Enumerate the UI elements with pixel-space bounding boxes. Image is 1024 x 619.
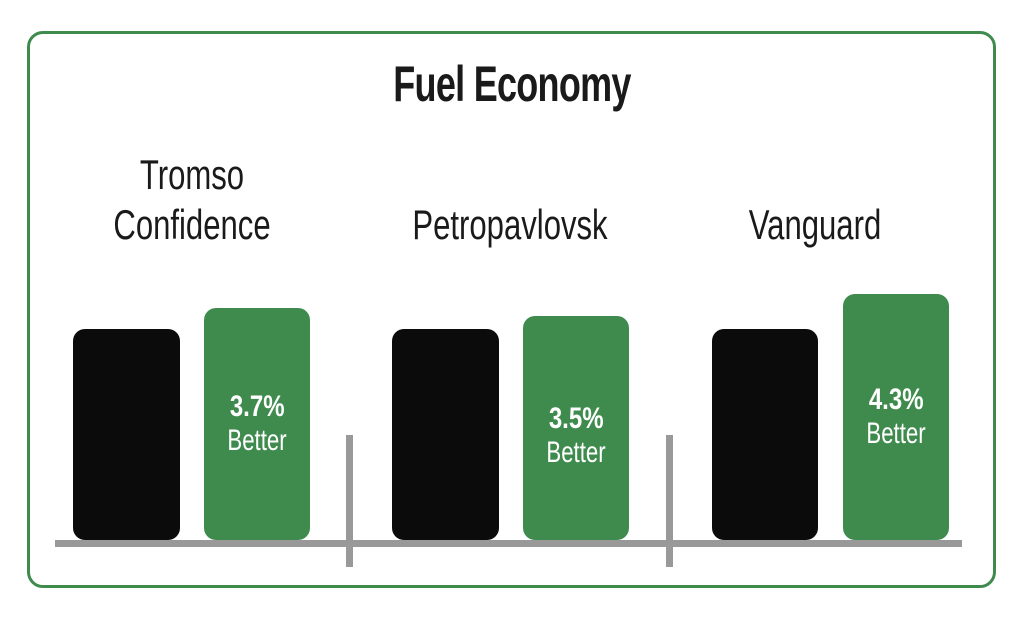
- bar-value-label: 3.7%: [229, 390, 285, 423]
- bar-value-label: 4.3%: [868, 383, 924, 416]
- group-label-vanguard: Vanguard: [723, 200, 908, 250]
- bar-better-label: Better: [546, 436, 606, 469]
- bar-baseline-vanguard: [712, 329, 818, 540]
- group-label-line2: Confidence: [113, 201, 271, 248]
- bar-improved-petropavlovsk: 3.5% Better: [523, 316, 629, 540]
- group-label-petropavlovsk: Petropavlovsk: [399, 200, 621, 250]
- bar-improved-tromso: 3.7% Better: [204, 308, 310, 540]
- bar-baseline-tromso: [73, 329, 180, 540]
- bar-better-label: Better: [866, 417, 926, 450]
- group-label-tromso: Tromso Confidence: [100, 150, 285, 250]
- group-label-line1: Tromso: [139, 151, 245, 198]
- x-axis-baseline: [55, 540, 962, 547]
- group-divider-1: [346, 435, 353, 567]
- group-label-line2: Vanguard: [748, 201, 882, 248]
- bar-baseline-petropavlovsk: [392, 329, 499, 540]
- group-divider-2: [666, 435, 673, 567]
- bar-value-label: 3.5%: [548, 402, 604, 435]
- bar-improved-vanguard: 4.3% Better: [843, 294, 949, 540]
- group-label-line2: Petropavlovsk: [412, 201, 608, 248]
- chart-frame: [27, 31, 996, 588]
- bar-better-label: Better: [227, 424, 287, 457]
- chart-title: Fuel Economy: [393, 56, 631, 112]
